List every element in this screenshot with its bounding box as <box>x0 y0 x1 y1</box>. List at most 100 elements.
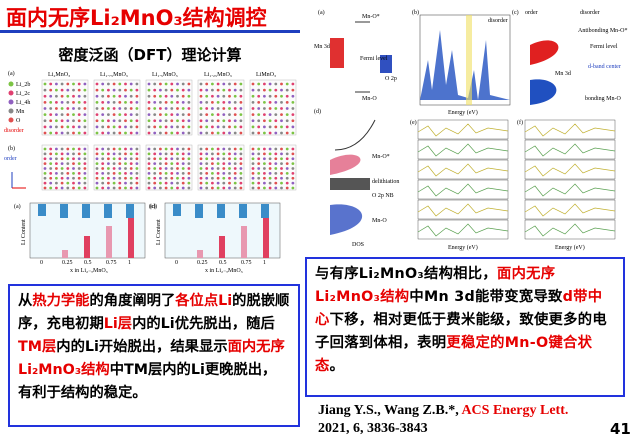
figure-label: 0.25 <box>62 260 73 266</box>
atom <box>280 147 283 151</box>
right-text-box: 与有序Li₂MnO₃结构相比，面内无序Li₂MnO₃结构中Mn 3d能带变宽导致… <box>305 257 625 397</box>
figure-label: Li_2c <box>16 91 30 97</box>
atom <box>129 171 133 175</box>
dos-trace <box>524 123 616 137</box>
atom <box>55 131 58 135</box>
figure-label: Li Content <box>156 219 162 245</box>
atom <box>187 147 191 151</box>
atom <box>280 125 283 129</box>
figure-label: (a) <box>8 70 15 77</box>
atom <box>176 131 179 135</box>
atom <box>129 131 133 135</box>
atom <box>181 125 185 129</box>
atom <box>147 171 151 175</box>
atom <box>274 181 278 185</box>
atom <box>268 94 272 98</box>
atom <box>216 125 220 129</box>
atom <box>176 186 179 190</box>
atom <box>77 100 81 104</box>
atom <box>263 88 266 92</box>
atom <box>95 157 99 161</box>
atom <box>124 113 127 117</box>
bar <box>173 204 181 216</box>
atom <box>153 171 157 175</box>
atom <box>205 167 209 170</box>
atom <box>199 82 203 86</box>
atom <box>285 88 289 92</box>
atom <box>187 181 191 185</box>
atom <box>129 125 133 129</box>
atom <box>239 113 243 117</box>
figures: (a)Li_2bLi_2cLi_4hMnOdisorderorderLi₂MnO… <box>4 9 628 274</box>
atom <box>181 152 185 156</box>
atom <box>181 113 185 117</box>
atom <box>135 186 139 190</box>
text-segment: 热力学能 <box>32 293 90 309</box>
dos-panel <box>524 179 616 200</box>
text-segment: 。 <box>329 358 345 374</box>
atom <box>135 82 139 86</box>
atom <box>77 167 81 170</box>
atom <box>49 82 53 86</box>
bar <box>38 204 46 216</box>
dos-trace <box>417 123 509 137</box>
atom <box>95 186 99 190</box>
atom <box>176 82 179 86</box>
atom <box>222 162 226 166</box>
atom <box>233 152 237 156</box>
atom <box>118 100 122 104</box>
atom <box>228 82 231 86</box>
figure-label: Mn 3d <box>314 44 330 50</box>
atom <box>124 171 127 175</box>
figure-label: x in Li₂₋ₓMnO₃ <box>205 268 243 274</box>
figure-label: order <box>4 156 17 162</box>
atom <box>43 119 47 123</box>
atom <box>124 94 127 98</box>
atom <box>228 162 231 166</box>
atom <box>233 82 237 86</box>
atom <box>228 131 231 135</box>
legend-dot <box>8 99 14 105</box>
atom <box>49 131 53 135</box>
atom <box>159 181 162 185</box>
atom <box>124 186 127 190</box>
atom <box>101 167 105 170</box>
atom <box>60 162 64 166</box>
atom <box>60 107 64 110</box>
atom <box>216 147 220 151</box>
atom <box>118 167 122 170</box>
atom <box>280 88 283 92</box>
atom <box>129 119 133 123</box>
atom <box>107 107 110 110</box>
band-top <box>334 119 376 151</box>
atom <box>118 176 122 180</box>
figure-label: (a) <box>14 203 21 210</box>
atom <box>268 82 272 86</box>
atom <box>66 171 70 175</box>
figure-label: Li₂MnO₃ <box>48 72 70 78</box>
atom <box>60 113 64 117</box>
atom <box>49 157 53 161</box>
atom <box>77 82 81 86</box>
atom <box>124 131 127 135</box>
figure-label: delithiation <box>372 179 399 185</box>
atom <box>233 147 237 151</box>
atom <box>268 119 272 123</box>
atom <box>124 88 127 92</box>
atom <box>43 167 47 170</box>
atom <box>251 186 255 190</box>
structure-frame <box>93 144 141 191</box>
bar <box>197 250 203 258</box>
atom <box>101 147 105 151</box>
atom <box>268 181 272 185</box>
atom <box>129 107 133 110</box>
atom <box>222 181 226 185</box>
atom <box>147 88 151 92</box>
atom <box>263 113 266 117</box>
atom <box>280 100 283 104</box>
atom <box>101 181 105 185</box>
atom <box>159 176 162 180</box>
atom <box>118 152 122 156</box>
atom <box>222 152 226 156</box>
atom <box>83 113 87 117</box>
